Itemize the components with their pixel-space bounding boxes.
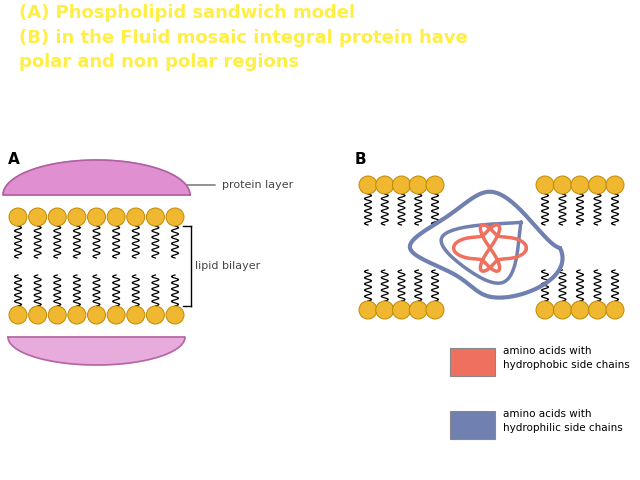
Circle shape <box>107 208 125 226</box>
Circle shape <box>571 301 589 319</box>
Bar <box>450 411 495 439</box>
Circle shape <box>536 301 554 319</box>
Circle shape <box>48 306 67 324</box>
Circle shape <box>88 208 106 226</box>
Circle shape <box>376 176 394 194</box>
Circle shape <box>48 208 67 226</box>
Text: amino acids with
hydrophobic side chains: amino acids with hydrophobic side chains <box>503 347 630 370</box>
Text: protein layer: protein layer <box>222 180 293 190</box>
Circle shape <box>426 301 444 319</box>
Text: (A) Phospholipid sandwich model
(B) in the Fluid mosaic integral protein have
po: (A) Phospholipid sandwich model (B) in t… <box>19 4 468 71</box>
Polygon shape <box>3 160 190 195</box>
Circle shape <box>359 301 377 319</box>
Circle shape <box>554 176 572 194</box>
Text: amino acids with
hydrophilic side chains: amino acids with hydrophilic side chains <box>503 409 623 432</box>
Text: A: A <box>8 152 20 167</box>
Circle shape <box>68 306 86 324</box>
Circle shape <box>147 208 164 226</box>
Text: B: B <box>355 152 367 167</box>
Text: lipid bilayer: lipid bilayer <box>195 261 260 271</box>
Circle shape <box>392 176 410 194</box>
Circle shape <box>359 176 377 194</box>
Circle shape <box>554 301 572 319</box>
Circle shape <box>127 306 145 324</box>
Circle shape <box>9 306 27 324</box>
Circle shape <box>376 301 394 319</box>
Circle shape <box>589 301 607 319</box>
Circle shape <box>392 301 410 319</box>
Circle shape <box>409 176 428 194</box>
Circle shape <box>571 176 589 194</box>
Circle shape <box>589 176 607 194</box>
Circle shape <box>147 306 164 324</box>
Circle shape <box>426 176 444 194</box>
Bar <box>450 348 495 376</box>
Circle shape <box>68 208 86 226</box>
Circle shape <box>29 208 47 226</box>
Circle shape <box>536 176 554 194</box>
Circle shape <box>166 208 184 226</box>
Circle shape <box>88 306 106 324</box>
Circle shape <box>29 306 47 324</box>
Circle shape <box>127 208 145 226</box>
Circle shape <box>107 306 125 324</box>
Polygon shape <box>8 337 185 365</box>
Circle shape <box>606 301 624 319</box>
Circle shape <box>166 306 184 324</box>
Circle shape <box>606 176 624 194</box>
Circle shape <box>9 208 27 226</box>
Circle shape <box>409 301 428 319</box>
